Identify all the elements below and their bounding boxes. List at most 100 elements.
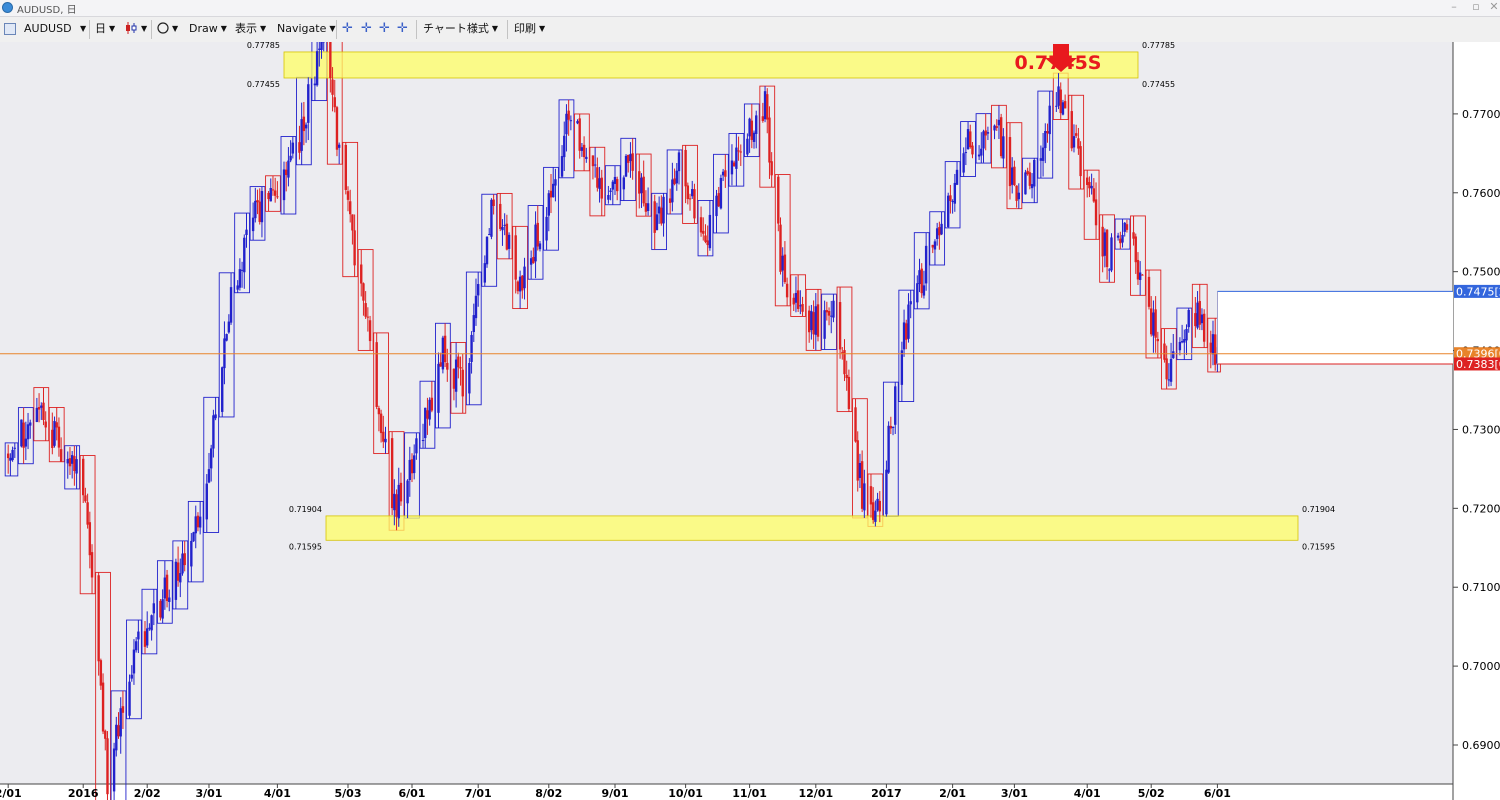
candle-body bbox=[638, 171, 641, 194]
zoom-out-icon[interactable]: ✛ bbox=[379, 21, 390, 36]
candle-body bbox=[1110, 237, 1113, 271]
candle-body bbox=[384, 438, 387, 443]
candle-body bbox=[68, 458, 72, 467]
candle-body bbox=[1167, 379, 1171, 381]
crosshair-icon[interactable]: ✛ bbox=[342, 21, 353, 36]
weekly-range-box bbox=[759, 85, 776, 188]
candle-body bbox=[90, 552, 94, 578]
candle-body bbox=[768, 117, 771, 163]
fit-icon[interactable]: ✛ bbox=[397, 21, 408, 36]
candle-body bbox=[1039, 158, 1043, 161]
candle-body bbox=[693, 189, 696, 219]
weekly-range-box bbox=[4, 442, 19, 477]
print-menu[interactable]: 印刷 ▼ bbox=[514, 21, 545, 37]
candle-body bbox=[457, 356, 460, 368]
chart-window-icon[interactable] bbox=[4, 23, 16, 35]
navigate-menu[interactable]: Navigate ▼ bbox=[277, 21, 336, 37]
candle-body bbox=[1121, 234, 1124, 243]
candle-body bbox=[492, 199, 495, 206]
weekly-range-box bbox=[697, 200, 714, 257]
drawing-tool-dropdown[interactable]: ▼ bbox=[157, 21, 178, 37]
candle-body bbox=[933, 241, 937, 250]
candle-body bbox=[335, 107, 339, 150]
candle-body bbox=[439, 362, 442, 367]
candle-body bbox=[1057, 86, 1060, 106]
candle-body bbox=[337, 144, 341, 148]
window-titlebar: AUDUSD, 日 – ▫ ✕ bbox=[0, 0, 1500, 17]
candle-body bbox=[9, 457, 12, 461]
candle-body bbox=[580, 147, 584, 151]
candle-body bbox=[1154, 309, 1157, 338]
chart-plot-area[interactable] bbox=[0, 42, 1453, 784]
candle-body bbox=[916, 283, 919, 303]
price-axis[interactable] bbox=[1453, 42, 1500, 800]
candle-body bbox=[766, 94, 769, 120]
candle-body bbox=[349, 201, 352, 215]
candle-body bbox=[980, 148, 983, 156]
candle-body bbox=[1105, 229, 1109, 268]
candle-body bbox=[1187, 309, 1190, 328]
price-tag-label: 0.7383[0 bbox=[1456, 358, 1500, 371]
x-tick-label: 7/01 bbox=[465, 787, 492, 800]
candle-body bbox=[1074, 133, 1078, 136]
candle-body bbox=[1033, 159, 1036, 187]
candle-body bbox=[128, 681, 131, 716]
chevron-down-icon: ▼ bbox=[172, 24, 179, 33]
app-logo-icon bbox=[2, 2, 13, 13]
candle-body bbox=[24, 438, 28, 447]
symbol-dropdown[interactable]: AUDUSD ▼ bbox=[24, 21, 90, 37]
restore-icon[interactable]: ▫ bbox=[1472, 0, 1480, 13]
timeframe-dropdown[interactable]: 日 ▼ bbox=[95, 21, 115, 37]
x-tick-label: 11/01 bbox=[732, 787, 767, 800]
candle-body bbox=[730, 160, 734, 175]
candle-body bbox=[1169, 359, 1173, 382]
candle-body bbox=[130, 674, 133, 679]
chevron-down-icon: ▼ bbox=[491, 24, 499, 33]
candle-body bbox=[1072, 136, 1076, 148]
candle-body bbox=[59, 449, 63, 462]
candle-body bbox=[1008, 137, 1012, 187]
time-axis[interactable] bbox=[0, 784, 1453, 800]
view-menu[interactable]: 表示 ▼ bbox=[235, 21, 266, 37]
candle-body bbox=[1147, 276, 1151, 307]
weekly-range-box bbox=[326, 42, 343, 165]
candle-body bbox=[521, 275, 524, 291]
candle-body bbox=[221, 367, 224, 412]
x-tick-label: 3/01 bbox=[1001, 787, 1028, 800]
candle-body bbox=[194, 516, 197, 534]
candle-body bbox=[1141, 274, 1144, 276]
weekly-range-box bbox=[975, 113, 992, 164]
zone-band bbox=[283, 51, 1139, 79]
candle-body bbox=[82, 458, 85, 496]
x-tick-label: 4/01 bbox=[1074, 787, 1101, 800]
y-tick-label: 0.7600[0 bbox=[1462, 187, 1500, 200]
minimize-icon[interactable]: – bbox=[1451, 0, 1457, 13]
candle-body bbox=[1041, 147, 1045, 161]
candle-body bbox=[333, 97, 336, 108]
chart-style-menu[interactable]: チャート様式 ▼ bbox=[423, 21, 498, 37]
candle-body bbox=[132, 649, 136, 674]
candle-body bbox=[894, 386, 897, 425]
y-tick-label: 0.7100[0 bbox=[1462, 581, 1500, 594]
candle-body bbox=[891, 426, 895, 428]
candle-body bbox=[935, 228, 939, 239]
candle-body bbox=[931, 244, 934, 248]
candle-body bbox=[777, 176, 780, 224]
price-chart[interactable]: 0.77785 0.77455 0.77785 0.77455 0.71904 0.715… bbox=[0, 42, 1500, 800]
candle-body bbox=[236, 285, 239, 290]
chart-type-dropdown[interactable]: ▼ bbox=[124, 21, 147, 37]
candle-body bbox=[706, 240, 709, 246]
draw-menu[interactable]: Draw ▼ bbox=[189, 21, 227, 37]
weekly-range-box bbox=[435, 322, 451, 429]
close-icon[interactable]: ✕ bbox=[1489, 0, 1499, 13]
candle-body bbox=[1211, 334, 1215, 355]
zoom-in-icon[interactable]: ✛ bbox=[361, 21, 372, 36]
candle-body bbox=[1178, 341, 1182, 351]
candle-body bbox=[459, 367, 462, 369]
candle-body bbox=[1156, 339, 1160, 342]
candle-body bbox=[282, 169, 286, 201]
candle-body bbox=[536, 222, 539, 247]
candle-body bbox=[426, 410, 429, 419]
candle-body bbox=[794, 292, 798, 303]
candle-body bbox=[719, 177, 723, 209]
